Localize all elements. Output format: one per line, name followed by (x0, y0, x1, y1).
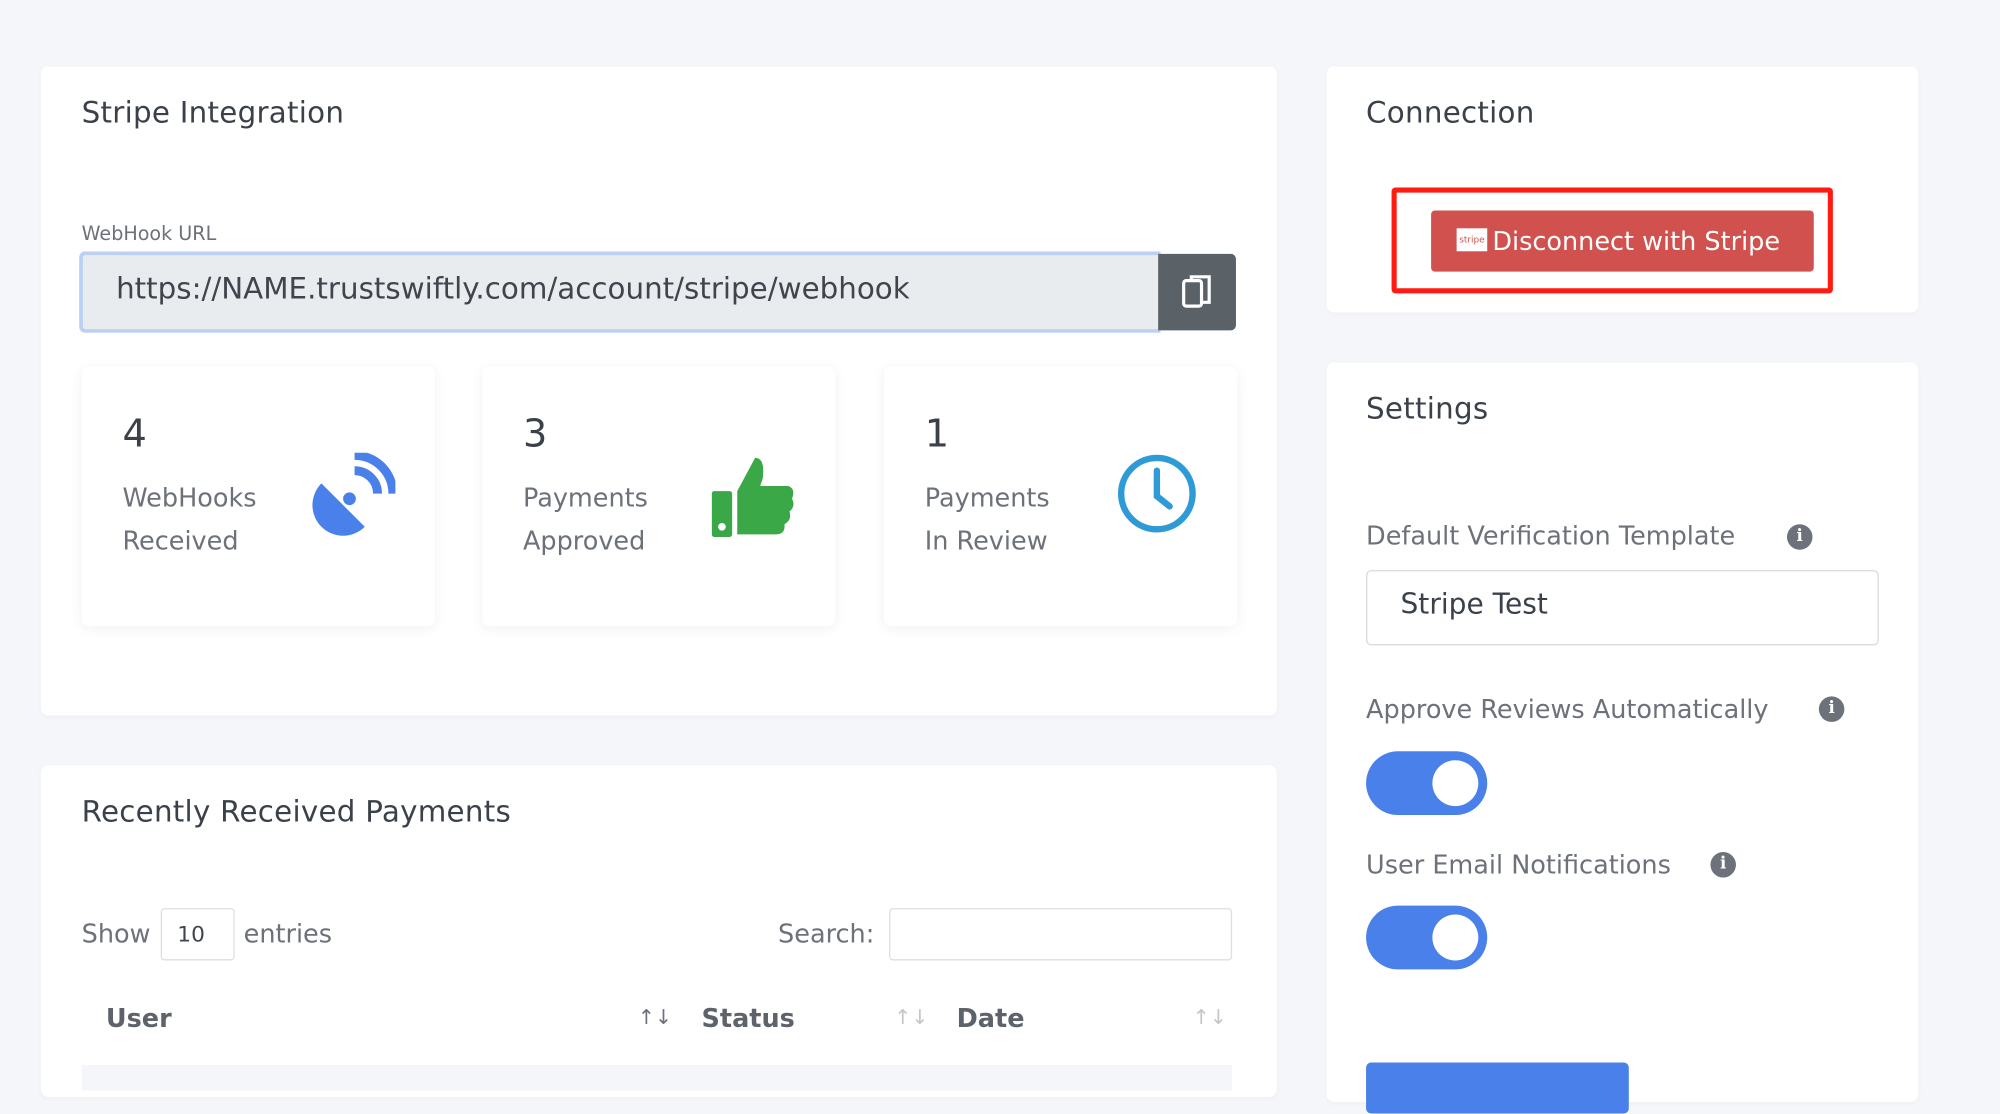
email-notifications-label: User Email Notifications (1366, 849, 1671, 881)
card-title: Recently Received Payments (81, 795, 512, 830)
column-header-date[interactable]: Date (956, 1002, 1025, 1034)
search-input[interactable] (889, 908, 1233, 961)
search-label: Search: (778, 918, 875, 949)
sort-icon[interactable]: ↑↓ (1192, 1005, 1227, 1030)
sort-icon[interactable]: ↑↓ (894, 1005, 929, 1030)
satellite-dish-icon (312, 452, 396, 536)
approve-toggle[interactable] (1366, 751, 1488, 816)
stripe-integration-card: Stripe Integration WebHook URL https://N… (40, 66, 1277, 716)
sort-icon[interactable]: ↑↓ (637, 1005, 672, 1030)
copy-button[interactable] (1158, 253, 1236, 331)
column-header-user[interactable]: User (105, 1002, 172, 1034)
copy-icon (1182, 275, 1211, 308)
approve-label: Approve Reviews Automatically (1366, 693, 1769, 725)
stripe-logo-icon: stripe (1456, 228, 1488, 252)
webhook-url-text: https://NAME.trustswiftly.com/account/st… (116, 272, 910, 307)
info-icon[interactable]: i (1818, 696, 1845, 722)
highlight-box (1391, 187, 1833, 294)
column-header-status[interactable]: Status (701, 1002, 795, 1034)
show-label: Show (81, 918, 151, 949)
stat-webhooks-received: 4 WebHooks Received (81, 366, 435, 627)
card-title: Settings (1366, 392, 1489, 427)
stat-payments-in-review: 1 Payments In Review (883, 366, 1238, 627)
info-icon[interactable]: i (1786, 524, 1813, 550)
clock-icon (1117, 454, 1196, 533)
button-label: Disconnect with Stripe (1492, 225, 1781, 257)
settings-card: Settings Default Verification Template i… (1326, 362, 1919, 1114)
stat-value: 1 (924, 411, 950, 457)
stat-value: 3 (522, 411, 548, 457)
stat-payments-approved: 3 Payments Approved (482, 366, 836, 627)
stat-value: 4 (122, 411, 147, 457)
thumbs-up-icon (711, 457, 794, 537)
info-icon[interactable]: i (1710, 852, 1736, 878)
template-select[interactable]: Stripe Test (1366, 570, 1879, 646)
card-title: Connection (1366, 96, 1535, 131)
save-button[interactable] (1366, 1062, 1629, 1114)
email-notifications-toggle[interactable] (1366, 905, 1488, 970)
disconnect-stripe-button[interactable]: stripe Disconnect with Stripe (1431, 210, 1814, 272)
stat-label: WebHooks Received (122, 482, 257, 557)
entries-label: entries (243, 918, 333, 949)
connection-card: Connection stripe Disconnect with Stripe (1326, 66, 1919, 313)
card-title: Stripe Integration (81, 96, 345, 131)
stat-label: Payments In Review (924, 482, 1050, 557)
entries-select[interactable]: 10 (160, 908, 235, 961)
webhook-url-field[interactable]: https://NAME.trustswiftly.com/account/st… (79, 251, 1161, 333)
table-row (81, 1065, 1233, 1091)
webhook-label: WebHook URL (81, 221, 217, 245)
recent-payments-card: Recently Received Payments Show 10 entri… (40, 765, 1277, 1097)
template-label: Default Verification Template (1366, 520, 1736, 552)
stat-label: Payments Approved (522, 482, 648, 557)
